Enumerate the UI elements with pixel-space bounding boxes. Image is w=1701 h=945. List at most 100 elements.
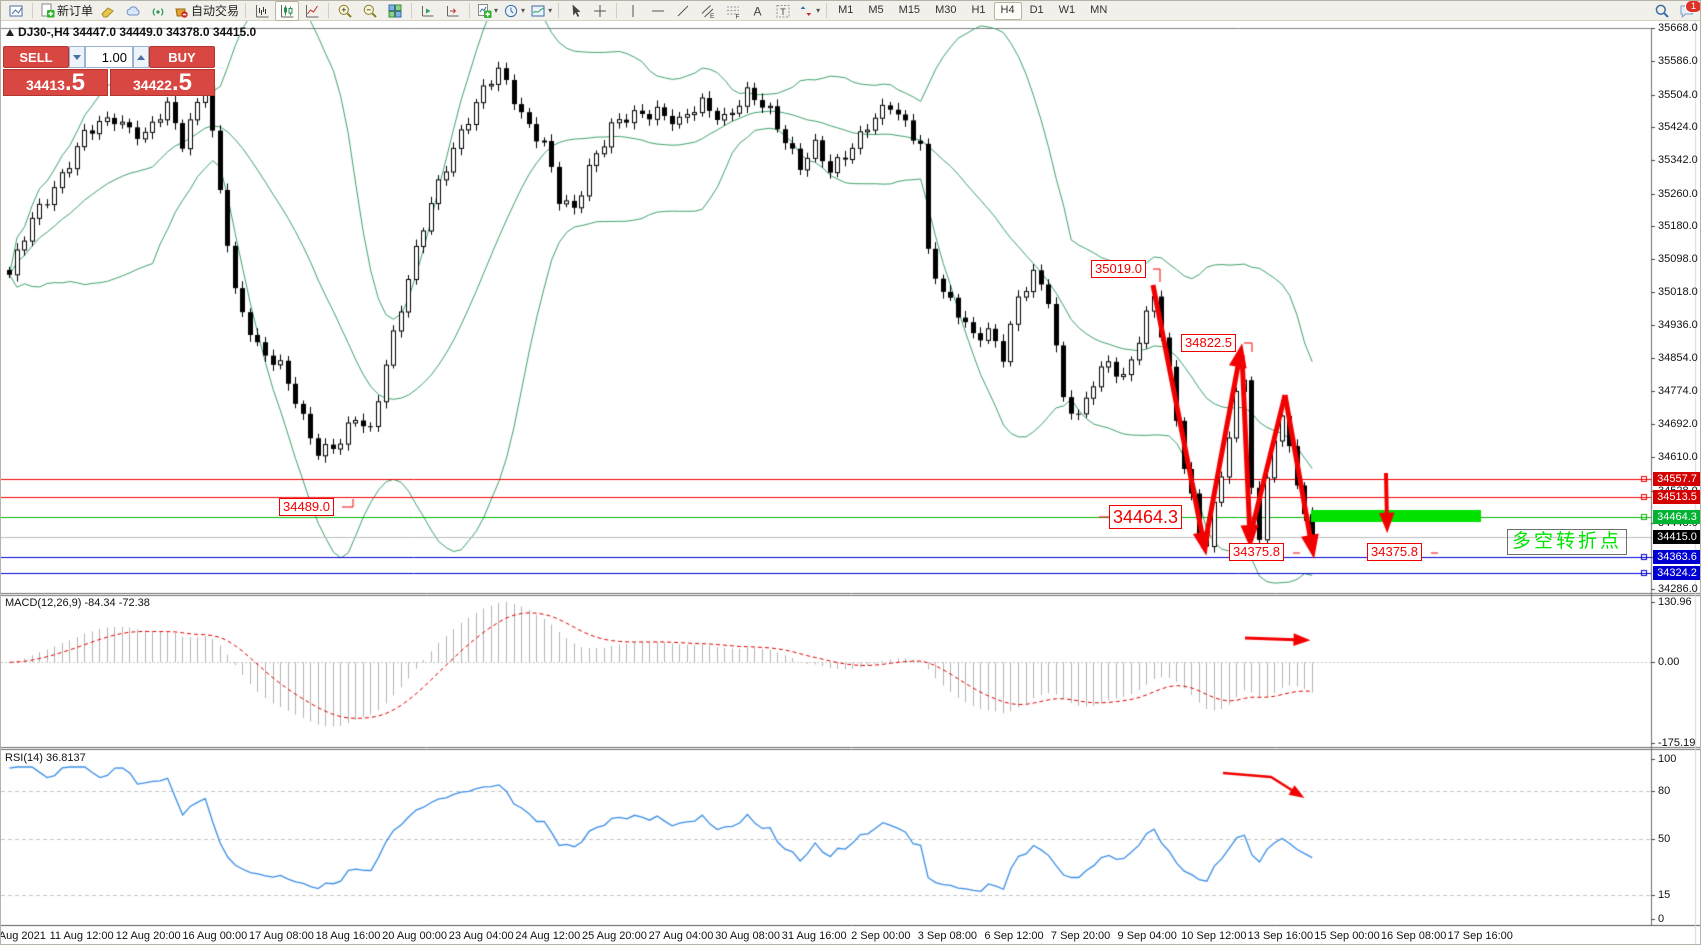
toolbar-separator: [826, 3, 828, 18]
toolbar-equidistant-channel-button[interactable]: E: [696, 1, 720, 21]
price-tag-annotation[interactable]: 34375.8: [1229, 543, 1284, 561]
buy-price-main: 34422: [133, 77, 172, 93]
toolbar-arrow-objects-button[interactable]: ▾: [796, 1, 822, 21]
toolbar-cloud-button[interactable]: [121, 1, 145, 21]
timeframe-H4-button[interactable]: H4: [993, 1, 1022, 20]
toolbar-crosshair-button[interactable]: [588, 1, 612, 21]
price-level-label: 34557.7: [1653, 472, 1700, 486]
buy-price-display[interactable]: 34422.5: [110, 69, 215, 96]
toolbar-search-button[interactable]: [1650, 1, 1674, 21]
toolbar-new-order-button[interactable]: 新订单: [37, 1, 95, 21]
chart-note[interactable]: 多空转折点: [1507, 529, 1628, 555]
template-icon: [531, 5, 545, 16]
bar-chart-icon: [256, 4, 269, 17]
time-axis-label: 10 Sep 12:00: [1181, 930, 1247, 942]
price-tag-annotation[interactable]: 34489.0: [279, 498, 334, 516]
timeframe-W1-button[interactable]: W1: [1058, 3, 1076, 16]
timeframe-MN-button[interactable]: MN: [1090, 3, 1108, 16]
toolbar-separator: [32, 3, 33, 18]
timeframe-M5-button[interactable]: M5: [868, 3, 884, 16]
chart-title-text: DJ30-,H4 34447.0 34449.0 34378.0 34415.0: [18, 25, 257, 39]
price-axis-tick: 35342.0: [1658, 154, 1698, 167]
rsi-scale-label: 15: [1658, 889, 1671, 901]
toolbar-text-button[interactable]: A: [746, 1, 770, 21]
zoom-in-icon: [338, 4, 352, 18]
toolbar-period-button[interactable]: ▾: [501, 1, 527, 21]
notification-badge: 1: [1685, 1, 1700, 13]
price-axis-tick: 35504.0: [1658, 88, 1698, 101]
timeframe-M1-button[interactable]: M1: [838, 3, 854, 16]
toolbar-vertical-line-button[interactable]: [621, 1, 645, 21]
volume-increase-button[interactable]: [133, 46, 149, 68]
zoom-out-icon: [363, 4, 377, 18]
toolbar-template-button[interactable]: ▾: [528, 1, 554, 21]
time-axis-label: 2 Sep 00:00: [851, 930, 911, 942]
toolbar-chart-window-button[interactable]: [4, 1, 28, 21]
chart-canvas[interactable]: [1, 21, 1700, 944]
price-axis-tick: 35018.0: [1658, 285, 1698, 298]
toolbar-chart-shift-button[interactable]: [441, 1, 465, 21]
spin-up-icon: [137, 54, 145, 60]
spin-down-icon: [73, 54, 81, 60]
timeframe-M30-button[interactable]: M30: [935, 3, 957, 16]
volume-input[interactable]: [85, 46, 133, 68]
one-click-trading-panel: SELL BUY 34413.5 34422.5: [3, 46, 215, 96]
time-axis-label: 30 Aug 08:00: [715, 930, 781, 942]
toolbar-chat-button[interactable]: 1: [1675, 1, 1700, 21]
toolbar-separator: [411, 3, 413, 18]
toolbar-tile-windows-button[interactable]: [383, 1, 407, 21]
toolbar-auto-scroll-button[interactable]: [416, 1, 440, 21]
time-axis-label: 12 Aug 20:00: [115, 930, 181, 942]
macd-indicator-label: MACD(12,26,9) -84.34 -72.38: [5, 597, 150, 609]
price-tag-annotation[interactable]: 34464.3: [1109, 505, 1183, 529]
time-axis-label: 9 Sep 04:00: [1117, 930, 1177, 942]
toolbar-fibonacci-button[interactable]: F: [721, 1, 745, 21]
text-icon: A: [754, 4, 762, 18]
text-label-icon: T: [776, 4, 790, 17]
toolbar-autotrade-button[interactable]: 自动交易: [171, 1, 241, 21]
timeframe-D1-button[interactable]: D1: [1029, 3, 1044, 16]
auto-scroll-icon: [422, 5, 434, 16]
svg-text:A: A: [754, 4, 762, 18]
toolbar-separator: [469, 3, 471, 18]
toolbar-trendline-button[interactable]: [671, 1, 695, 21]
toolbar-cursor-button[interactable]: [563, 1, 587, 21]
sell-price-display[interactable]: 34413.5: [3, 69, 108, 96]
price-level-label: 34324.2: [1653, 566, 1700, 580]
volume-decrease-button[interactable]: [69, 46, 85, 68]
chart-area: DJ30-,H4 34447.0 34449.0 34378.0 34415.0…: [1, 21, 1700, 944]
toolbar-new-order-label: 新订单: [57, 4, 94, 18]
price-level-label: 34363.6: [1653, 550, 1700, 564]
price-axis-tick: 34774.0: [1658, 384, 1698, 397]
buy-button[interactable]: BUY: [149, 46, 215, 68]
toolbar-text-label-button[interactable]: T: [771, 1, 795, 21]
toolbar-line-chart-button[interactable]: [300, 1, 324, 21]
toolbar-signal-button[interactable]: [146, 1, 170, 21]
autotrade-icon: [175, 8, 188, 18]
price-level-label: 34513.5: [1653, 490, 1700, 504]
toolbar-eraser-button[interactable]: [96, 1, 120, 21]
cursor-icon: [572, 4, 581, 17]
time-axis-label: 15 Sep 00:00: [1314, 930, 1380, 942]
price-tag-annotation[interactable]: 34822.5: [1181, 334, 1236, 352]
toolbar-add-indicator-button[interactable]: ▾: [474, 1, 500, 21]
sell-price-fraction: .5: [64, 69, 85, 96]
toolbar-separator: [328, 3, 330, 18]
price-axis-tick: 34286.0: [1658, 583, 1698, 595]
timeframe-H1-button[interactable]: H1: [971, 3, 986, 16]
toolbar-candle-chart-button[interactable]: [275, 1, 300, 21]
time-axis-label: 11 Aug 12:00: [49, 930, 114, 942]
sell-button[interactable]: SELL: [3, 46, 69, 68]
time-axis-label: 17 Aug 08:00: [248, 930, 314, 942]
toolbar-zoom-out-button[interactable]: [358, 1, 382, 21]
time-axis-label: 7 Sep 20:00: [1050, 930, 1111, 942]
toolbar-zoom-in-button[interactable]: [333, 1, 357, 21]
period-icon: [504, 4, 518, 17]
toolbar-bar-chart-button[interactable]: [250, 1, 274, 21]
price-tag-annotation[interactable]: 34375.8: [1367, 543, 1422, 561]
toolbar-horizontal-line-button[interactable]: [646, 1, 670, 21]
time-axis-label: 23 Aug 04:00: [448, 930, 514, 942]
timeframe-M15-button[interactable]: M15: [898, 3, 921, 16]
rsi-scale-label: 0: [1658, 913, 1665, 925]
price-tag-annotation[interactable]: 35019.0: [1091, 260, 1146, 278]
